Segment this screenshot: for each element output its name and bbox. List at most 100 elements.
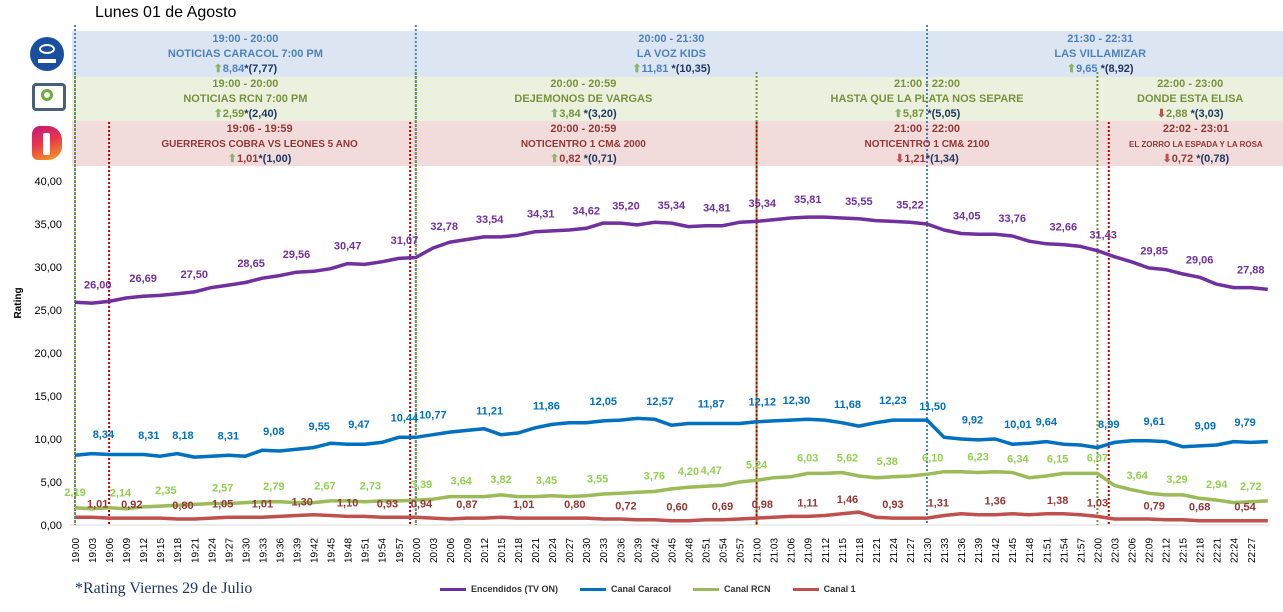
data-label-canal-1: 0,98 [752, 499, 773, 511]
x-tick-label: 19:57 [395, 538, 406, 563]
canal1-program: 22:02 - 23:01 EL ZORRO LA ESPADA Y LA ROS… [1109, 122, 1283, 167]
caracol-program-band [72, 31, 1283, 77]
data-label-canal-rcn: 6,15 [1047, 453, 1068, 465]
program-rating: ⬆9,65 *(8,92) [927, 62, 1273, 77]
rcn-program: 20:00 - 20:59 DEJEMONOS DE VARGAS ⬆3,84 *(… [416, 77, 751, 122]
rating-value: 2,59 [222, 108, 245, 120]
x-tick-label: 22:06 [1127, 538, 1138, 563]
previous-rating: *(1,00) [258, 153, 292, 165]
data-label-canal-1: 0,92 [121, 499, 142, 511]
data-label-canal-1: 1,10 [337, 497, 358, 509]
x-tick-label: 21:39 [974, 538, 985, 563]
data-label-canal-caracol: 9,47 [348, 419, 369, 431]
rating-value: 8,84 [222, 63, 245, 75]
x-tick-label: 20:51 [701, 538, 712, 563]
rating-value: 5,87 [902, 108, 925, 120]
data-label-canal-1: 0,80 [564, 499, 585, 511]
data-label-canal-1: 0,60 [666, 502, 687, 514]
x-tick-label: 21:09 [804, 538, 815, 563]
data-label-canal-1: 1,05 [212, 499, 233, 511]
arrow-down-icon: ⬇ [1162, 153, 1172, 165]
data-label-encendidos-tv-on: 32,66 [1050, 222, 1078, 234]
program-rating: ⬆3,84 *(3,20) [416, 107, 751, 122]
data-label-canal-caracol: 11,50 [919, 401, 946, 413]
data-label-encendidos-tv-on: 27,50 [181, 269, 209, 281]
data-label-encendidos-tv-on: 32,78 [430, 221, 458, 233]
program-time: 20:00 - 21:30 [638, 33, 705, 45]
legend-label: Canal Caracol [611, 584, 672, 594]
data-label-canal-caracol: 12,23 [879, 395, 907, 407]
y-tick-label: 40,00 [34, 176, 62, 188]
x-tick-label: 22:00 [1093, 538, 1104, 563]
data-label-canal-1: 1,01 [87, 499, 108, 511]
program-time: 19:00 - 20:00 [212, 33, 279, 45]
program-time: 22:00 - 23:00 [1157, 78, 1224, 90]
data-label-encendidos-tv-on: 31,43 [1089, 230, 1117, 242]
rcn-logo-icon [32, 83, 66, 111]
data-label-canal-caracol: 12,30 [783, 395, 811, 407]
program-time: 20:00 - 20:59 [550, 123, 617, 135]
program-title: LA VOZ KIDS [636, 48, 707, 60]
data-label-canal-1: 1,01 [513, 499, 534, 511]
y-axis-label: Rating [13, 287, 24, 318]
program-rating: ⬇1,21*(1,34) [757, 152, 1098, 167]
x-tick-label: 21:00 [753, 538, 764, 563]
caracol-program: 19:00 - 20:00 NOTICIAS CARACOL 7:00 PM ⬆8,… [75, 32, 416, 77]
arrow-up-icon: ⬆ [1066, 63, 1077, 75]
data-label-canal-rcn: 2,35 [155, 485, 176, 497]
series-line-canal-rcn [74, 469, 1268, 511]
x-tick-label: 21:15 [838, 538, 849, 563]
program-time: 19:06 - 19:59 [226, 123, 293, 135]
program-rating: ⬆1,01*(1,00) [109, 152, 410, 167]
x-tick-label: 20:33 [599, 538, 610, 563]
data-label-canal-rcn: 5,62 [837, 453, 858, 465]
rating-value: 11,81 [641, 63, 669, 75]
data-label-canal-1: 1,01 [252, 498, 273, 510]
x-tick-label: 19:54 [378, 538, 389, 563]
y-tick-label: 20,00 [34, 348, 62, 360]
previous-rating: *(0,71) [580, 153, 617, 165]
x-tick-label: 21:51 [1042, 538, 1053, 563]
data-label-canal-caracol: 12,12 [749, 397, 777, 409]
data-label-canal-caracol: 12,57 [646, 396, 674, 408]
legend-item: Canal Caracol [580, 584, 671, 594]
x-tick-label: 19:48 [344, 538, 355, 563]
data-label-canal-rcn: 2,73 [360, 480, 381, 492]
data-label-canal-caracol: 8,18 [172, 430, 193, 442]
canal1-program: 21:00 - 22:00 NOTICENTRO 1 CM& 2100 ⬇1,21*… [757, 122, 1098, 167]
data-label-encendidos-tv-on: 35,55 [845, 196, 873, 208]
x-tick-label: 21:33 [940, 538, 951, 563]
data-label-canal-caracol: 12,05 [589, 396, 617, 408]
rcn-program: 19:00 - 20:00 NOTICIAS RCN 7:00 PM ⬆2,59*(… [75, 77, 416, 122]
data-label-canal-rcn: 3,82 [490, 474, 511, 486]
data-label-canal-1: 1,03 [1087, 497, 1108, 509]
data-label-canal-rcn: 3,39 [411, 479, 432, 491]
y-tick-label: 10,00 [34, 434, 62, 446]
program-time: 21:30 - 22:31 [1067, 33, 1134, 45]
program-title: DONDE ESTA ELISA [1137, 93, 1244, 105]
legend-label: Canal 1 [823, 584, 856, 594]
program-rating: ⬆8,84*(7,77) [75, 62, 416, 77]
program-title: GUERREROS COBRA VS LEONES 5 ANO [161, 139, 358, 150]
data-label-encendidos-tv-on: 35,20 [612, 201, 640, 213]
program-time: 21:00 - 22:00 [893, 123, 961, 135]
x-tick-label: 20:21 [531, 538, 542, 563]
caracol-logo-icon [30, 37, 64, 71]
rating-value: 9,65 [1076, 63, 1098, 75]
x-tick-label: 22:21 [1213, 538, 1224, 563]
x-tick-label: 20:48 [684, 538, 695, 563]
rcn-program: 21:00 - 22:00 HASTA QUE LA PLATA NOS SEPA… [757, 77, 1098, 122]
x-tick-label: 19:42 [310, 538, 321, 563]
previous-rating: *(3,03) [1187, 108, 1224, 120]
data-label-canal-caracol: 11,87 [698, 399, 725, 411]
previous-rating: *(3,20) [580, 108, 617, 120]
x-tick-label: 20:36 [616, 538, 627, 563]
x-tick-label: 20:45 [667, 538, 678, 563]
x-tick-label: 19:36 [275, 538, 286, 563]
data-label-canal-rcn: 2,57 [212, 483, 233, 495]
arrow-down-icon: ⬇ [1156, 108, 1167, 120]
y-tick-label: 30,00 [34, 262, 62, 274]
y-tick-label: 0,00 [41, 520, 62, 532]
legend-item: Canal 1 [792, 584, 856, 594]
x-tick-label: 19:18 [173, 538, 184, 563]
